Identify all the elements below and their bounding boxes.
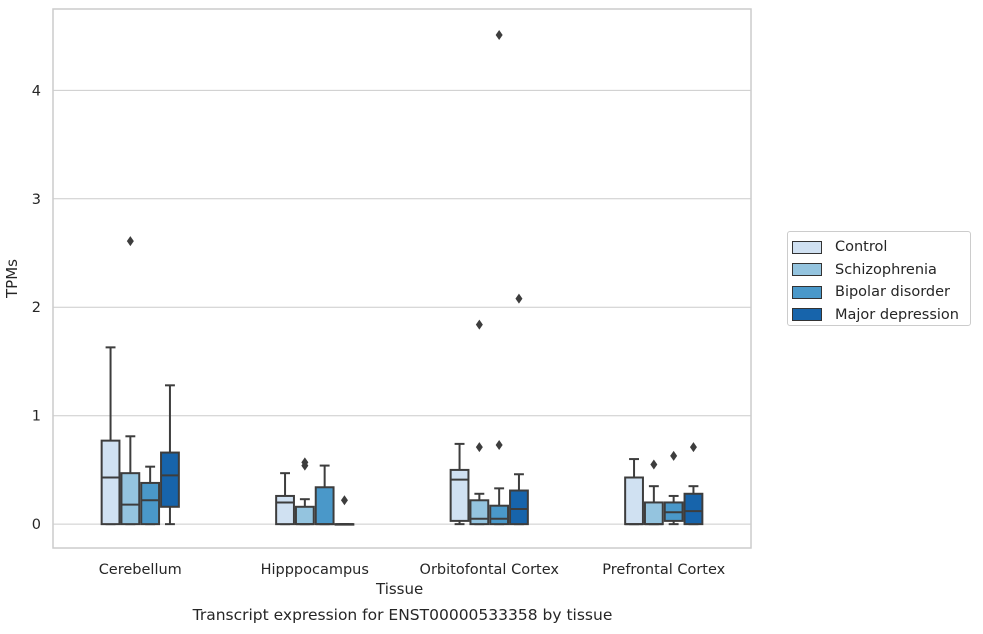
y-tick-label: 3 — [32, 192, 41, 208]
x-axis-title: Tissue — [376, 580, 424, 598]
box-body — [509, 489, 529, 526]
legend-item-schizophrenia: Schizophrenia — [792, 259, 970, 282]
y-tick-label: 4 — [32, 83, 41, 99]
box-body — [140, 481, 161, 526]
legend-swatch-control — [792, 240, 822, 254]
legend-label-control: Control — [835, 239, 888, 256]
x-tick-label: Prefrontal Cortex — [602, 562, 725, 578]
box-body — [314, 486, 335, 526]
box-body — [275, 494, 295, 526]
legend-label-schizophrenia: Schizophrenia — [835, 261, 937, 278]
legend-item-bipolar-disorder: Bipolar disorder — [792, 281, 970, 304]
legend-swatch-major-depression — [792, 308, 822, 322]
plot-frame — [52, 8, 752, 549]
box-body — [624, 476, 644, 526]
outlier-point — [126, 236, 134, 247]
box-body — [120, 472, 141, 526]
box-body — [160, 451, 180, 508]
box-body — [489, 504, 510, 526]
box-body — [449, 468, 470, 522]
y-tick-label: 1 — [32, 409, 41, 425]
y-tick-label: 2 — [32, 300, 41, 316]
legend-swatch-schizophrenia — [792, 263, 822, 277]
outlier-point — [475, 442, 483, 453]
box-body — [100, 439, 121, 526]
legend-label-bipolar-disorder: Bipolar disorder — [835, 284, 950, 301]
figure-caption: Transcript expression for ENST0000053335… — [192, 606, 613, 624]
outlier-point — [650, 459, 658, 470]
legend-swatch-bipolar-disorder — [792, 285, 822, 299]
outlier-point — [340, 495, 348, 506]
x-tick-label: Hipppocampus — [261, 562, 369, 578]
x-tick-label: Orbitofontal Cortex — [420, 562, 560, 578]
legend-item-major-depression: Major depression — [792, 304, 970, 327]
outlier-point — [495, 439, 503, 450]
chart-legend: Control Schizophrenia Bipolar disorder M… — [787, 231, 971, 326]
x-tick-label: Cerebellum — [99, 562, 182, 578]
y-axis-title: TPMs — [3, 259, 21, 298]
box-body — [469, 499, 490, 526]
legend-label-major-depression: Major depression — [835, 306, 959, 323]
y-tick-label: 0 — [32, 517, 41, 533]
box-body — [683, 492, 704, 526]
legend-item-control: Control — [792, 236, 970, 259]
outlier-point — [670, 450, 678, 461]
box-body — [294, 505, 315, 526]
box-body — [643, 501, 664, 526]
outlier-point — [689, 442, 697, 453]
outlier-point — [515, 293, 523, 304]
outlier-point — [475, 319, 483, 330]
outlier-point — [301, 457, 309, 468]
outlier-point — [495, 30, 503, 41]
